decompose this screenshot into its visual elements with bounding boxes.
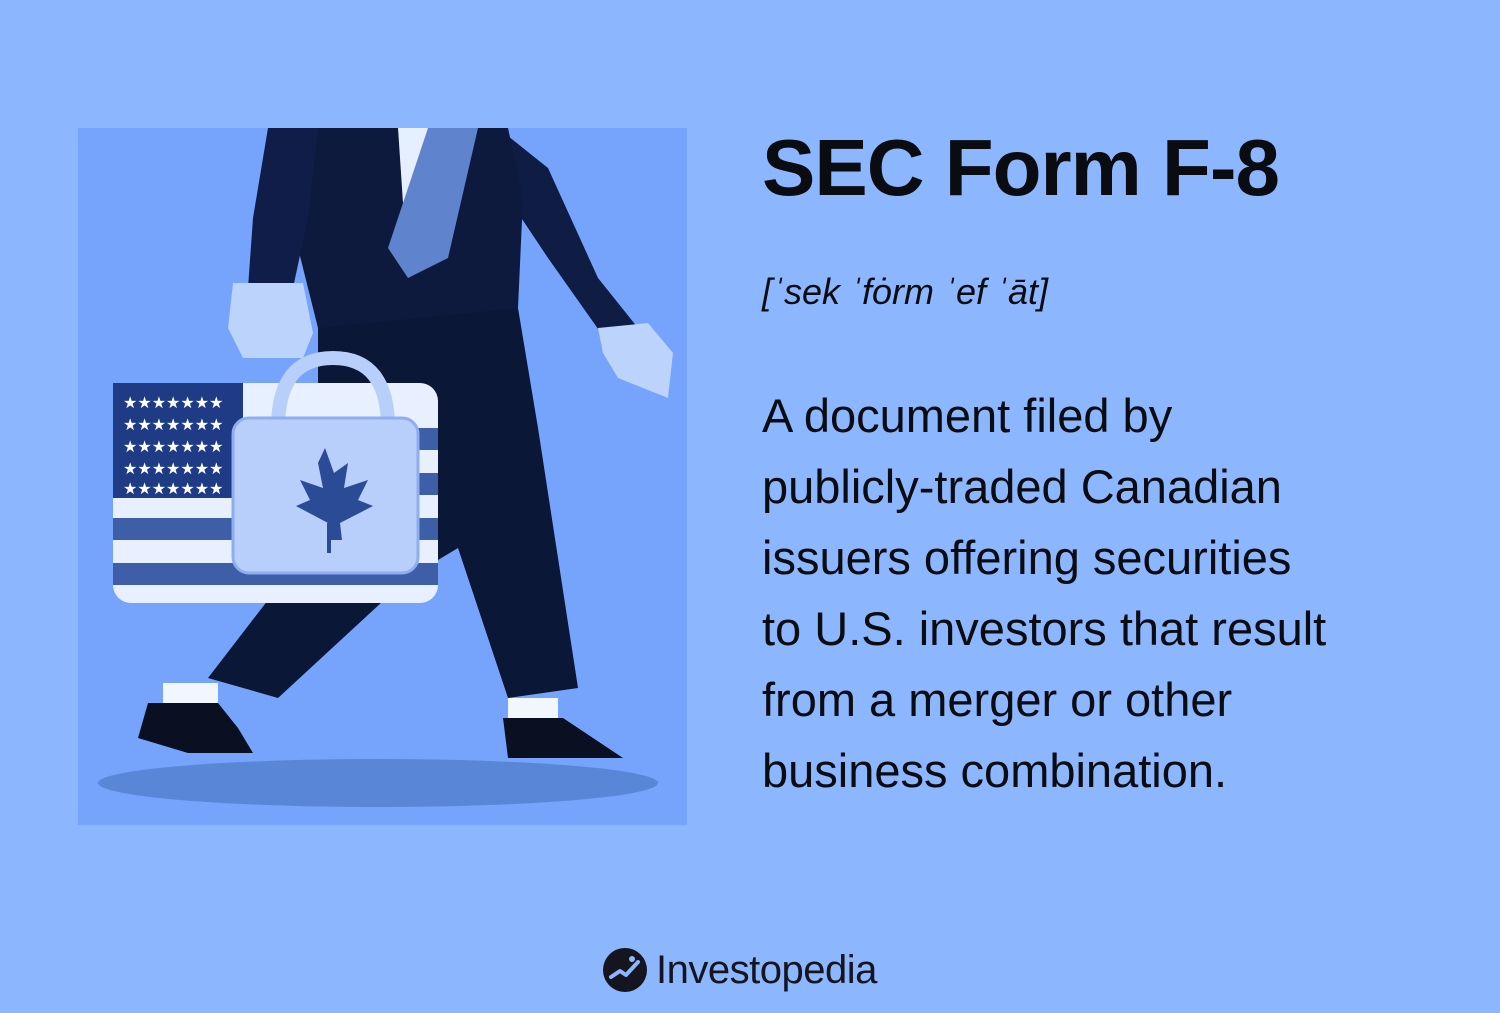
page-title: SEC Form F-8 xyxy=(762,123,1280,212)
definition-line: business combination. xyxy=(762,744,1228,797)
definition-line: from a merger or other xyxy=(762,673,1233,726)
pronunciation: [ˈsek ˈfȯrm ˈef ˈāt] xyxy=(762,271,1049,312)
illustration-panel: ★★★★★★★ ★★★★★★★ ★★★★★★★ ★★★★★★★ ★★★★★★★ xyxy=(78,128,687,825)
svg-text:★★★★★★★: ★★★★★★★ xyxy=(123,393,223,412)
brand-name: Investopedia xyxy=(656,947,877,992)
definition-line: issuers offering securities xyxy=(762,531,1292,584)
svg-text:★★★★★★★: ★★★★★★★ xyxy=(123,415,223,434)
definition-line: publicly-traded Canadian xyxy=(762,460,1282,513)
definition-line: A document filed by xyxy=(762,389,1173,442)
svg-text:★★★★★★★: ★★★★★★★ xyxy=(123,479,223,498)
definition-text: A document filed by publicly-traded Cana… xyxy=(762,380,1462,806)
investopedia-logo-icon xyxy=(603,948,647,992)
businessman-briefcase-illustration: ★★★★★★★ ★★★★★★★ ★★★★★★★ ★★★★★★★ ★★★★★★★ xyxy=(98,128,673,807)
svg-text:★★★★★★★: ★★★★★★★ xyxy=(123,459,223,478)
investopedia-logo: Investopedia xyxy=(602,944,877,996)
svg-text:★★★★★★★: ★★★★★★★ xyxy=(123,437,223,456)
definition-line: to U.S. investors that result xyxy=(762,602,1327,655)
